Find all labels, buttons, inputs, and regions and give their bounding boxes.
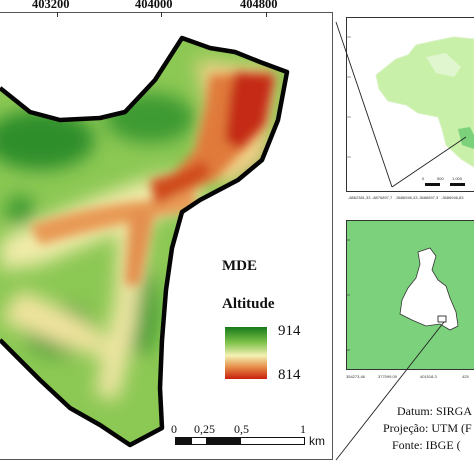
legend-color-ramp (225, 327, 267, 379)
state-coord-label: 425 (462, 374, 469, 379)
x-tick-mark (266, 12, 267, 17)
elevation-map (0, 35, 290, 448)
datum-label: Datum: SIRGA (397, 404, 472, 418)
x-tick-label-403200: 403200 (32, 0, 70, 11)
brazil-coord-label: -3686946,83 (441, 195, 464, 200)
x-tick-label-404000: 404000 (135, 0, 173, 11)
brazil-scalebar-light (440, 183, 450, 186)
municipality-shape (346, 239, 459, 351)
scalebar-label: 0,5 (234, 422, 249, 436)
scalebar-segment (240, 437, 305, 445)
state-coord-label: 354273,46 (346, 374, 365, 379)
scalebar-unit: km (309, 434, 325, 448)
brazil-coord-label: -8876897,7 (372, 195, 393, 200)
legend-min-label: 814 (278, 367, 301, 383)
main-map-frame (0, 12, 333, 460)
source-label: Fonte: IBGE ( (392, 438, 461, 452)
scalebar-segment (207, 437, 240, 445)
brazil-coord-label: -3686946,33 (395, 195, 418, 200)
x-tick-mark (161, 12, 162, 17)
brazil-shape (346, 36, 474, 168)
scalebar-label: 0,25 (194, 422, 215, 436)
brazil-scale-label: 500 (437, 176, 444, 181)
scalebar-segment (175, 437, 191, 445)
x-tick-mark (57, 12, 58, 17)
brazil-coord-label: -3686897,3 (418, 195, 439, 200)
scalebar-label: 1 (300, 422, 306, 436)
brazil-scale-label: 0 (422, 176, 425, 181)
x-tick-label-404800: 404800 (240, 0, 278, 11)
projection-label: Projeção: UTM (F (383, 421, 472, 435)
legend-subtitle: Altitude (222, 296, 275, 312)
scalebar-segment (191, 437, 207, 445)
brazil-coord-label: -8862381,33 (348, 195, 371, 200)
state-coord-label: 377099,09 (378, 374, 397, 379)
study-area-boundary (0, 35, 290, 448)
brazil-scale-label: 1.000 (452, 176, 463, 181)
state-coord-label: 401518,3 (420, 374, 437, 379)
legend-max-label: 914 (278, 323, 301, 339)
scalebar (175, 437, 305, 445)
legend-title: MDE (222, 258, 257, 274)
scalebar-label: 0 (171, 422, 177, 436)
